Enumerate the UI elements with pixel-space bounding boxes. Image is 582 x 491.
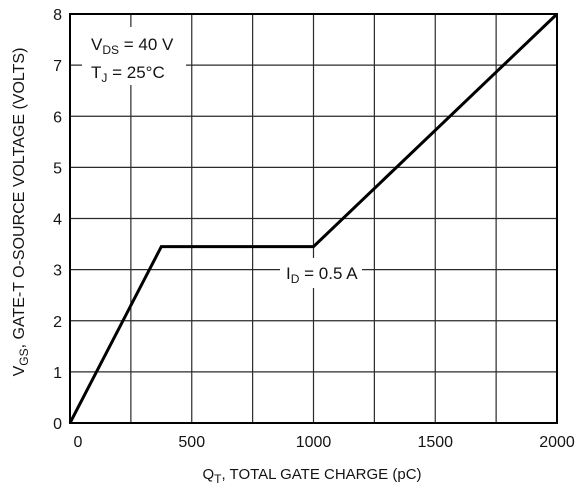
series-group — [68, 12, 559, 424]
x-tick-label: 2000 — [539, 434, 575, 451]
vgs-vs-qt-series-line — [68, 12, 559, 424]
id-annotation: ID = 0.5 A — [286, 264, 358, 286]
y-tick-label: 3 — [53, 263, 62, 280]
id-label-background — [280, 258, 362, 288]
x-tick-label: 1500 — [417, 434, 453, 451]
x-tick-label: 500 — [178, 434, 205, 451]
y-tick-label: 1 — [53, 365, 62, 382]
tj-annotation: TJ = 25°C — [91, 63, 165, 85]
y-axis-label: VGS, GATE-T O-SOURCE VOLTAGE (VOLTS) — [11, 48, 31, 377]
x-tick-label: 0 — [74, 434, 83, 451]
conditions-label-background — [82, 27, 186, 85]
y-tick-label: 6 — [53, 109, 62, 126]
y-tick-label: 2 — [53, 314, 62, 331]
x-tick-label: 1000 — [296, 434, 332, 451]
y-tick-label: 4 — [53, 212, 62, 229]
vds-annotation: VDS = 40 V — [91, 35, 174, 57]
y-tick-label: 5 — [53, 160, 62, 177]
y-tick-label: 7 — [53, 58, 62, 75]
y-tick-label: 8 — [53, 7, 62, 24]
tick-labels: 0 500 1000 1500 2000 0 1 2 3 4 5 6 7 8 — [53, 7, 575, 451]
plot-frame — [69, 13, 558, 424]
x-axis-label: QT, TOTAL GATE CHARGE (pC) — [202, 466, 421, 486]
y-tick-label: 0 — [53, 416, 62, 433]
